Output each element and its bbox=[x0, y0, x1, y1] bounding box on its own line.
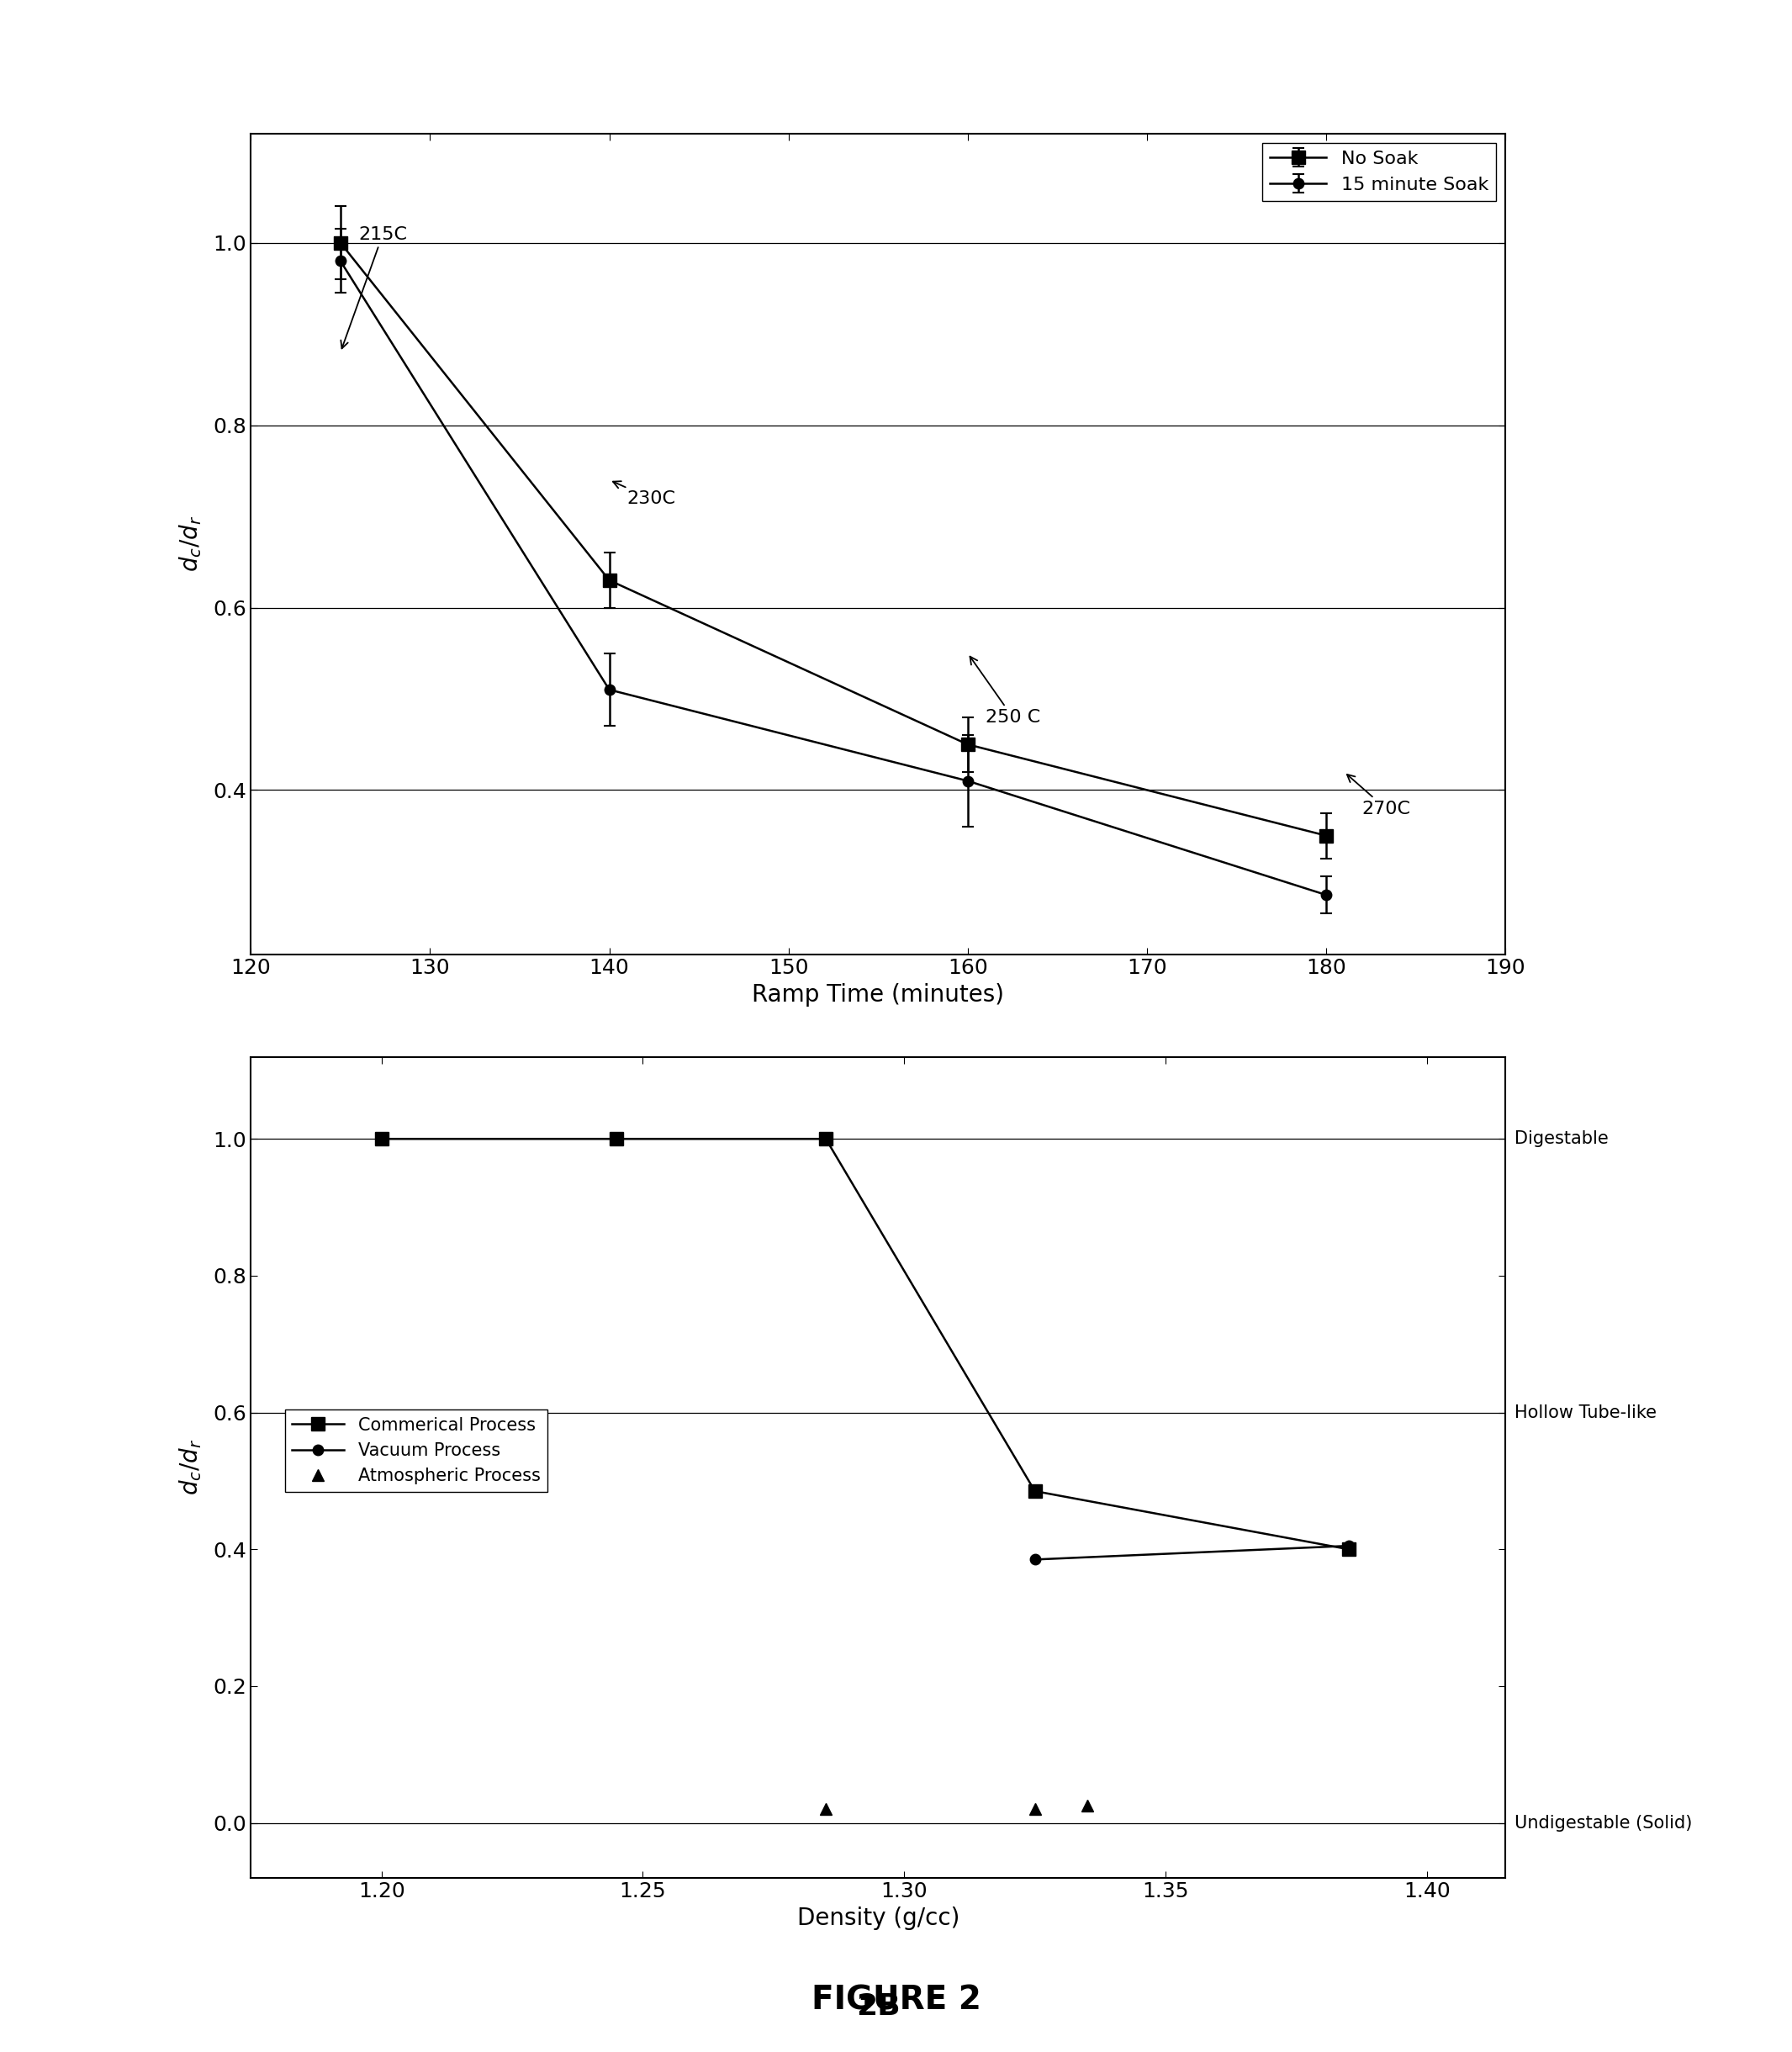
Text: 230C: 230C bbox=[613, 482, 676, 507]
Legend: No Soak, 15 minute Soak: No Soak, 15 minute Soak bbox=[1263, 144, 1496, 201]
Legend: Commerical Process, Vacuum Process, Atmospheric Process: Commerical Process, Vacuum Process, Atmo… bbox=[285, 1410, 548, 1492]
Text: FIGURE 2: FIGURE 2 bbox=[812, 1984, 980, 2017]
Text: Undigestable (Solid): Undigestable (Solid) bbox=[1514, 1814, 1692, 1830]
Y-axis label: $d_c/d_r$: $d_c/d_r$ bbox=[177, 1438, 204, 1496]
Atmospheric Process bbox=[1077, 1793, 1098, 1818]
Commerical Process bbox=[606, 1127, 627, 1151]
Text: 2A: 2A bbox=[857, 1069, 900, 1098]
Vacuum Process bbox=[1339, 1533, 1360, 1557]
Text: Hollow Tube-like: Hollow Tube-like bbox=[1514, 1404, 1658, 1420]
Text: 250 C: 250 C bbox=[969, 657, 1041, 726]
Text: 2B: 2B bbox=[857, 1992, 900, 2021]
Line: Vacuum Process: Vacuum Process bbox=[1030, 1541, 1353, 1566]
Commerical Process bbox=[1339, 1537, 1360, 1562]
Text: Digestable: Digestable bbox=[1514, 1131, 1609, 1147]
Text: 270C: 270C bbox=[1348, 774, 1410, 817]
X-axis label: Density (g/cc): Density (g/cc) bbox=[797, 1906, 959, 1931]
Commerical Process bbox=[815, 1127, 837, 1151]
Commerical Process bbox=[1023, 1479, 1045, 1504]
Commerical Process bbox=[371, 1127, 392, 1151]
Line: Commerical Process: Commerical Process bbox=[375, 1133, 1355, 1555]
Atmospheric Process bbox=[1023, 1798, 1045, 1822]
Atmospheric Process bbox=[815, 1798, 837, 1822]
Y-axis label: $d_c/d_r$: $d_c/d_r$ bbox=[177, 515, 204, 573]
Text: 215C: 215C bbox=[340, 226, 407, 349]
Line: Atmospheric Process: Atmospheric Process bbox=[821, 1800, 1093, 1816]
Vacuum Process bbox=[1023, 1547, 1045, 1572]
X-axis label: Ramp Time (minutes): Ramp Time (minutes) bbox=[753, 983, 1004, 1008]
